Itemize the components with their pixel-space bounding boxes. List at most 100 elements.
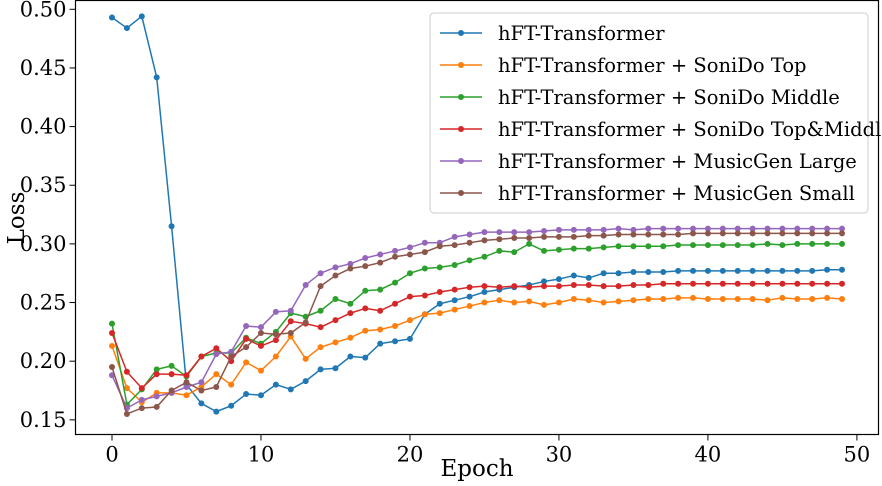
data-point (228, 353, 235, 360)
data-point (406, 293, 413, 300)
data-point (779, 242, 786, 249)
data-point (630, 243, 637, 250)
data-point (824, 280, 831, 287)
data-point (317, 307, 324, 314)
legend-marker (458, 62, 464, 68)
data-point (257, 324, 264, 331)
data-point (362, 327, 369, 334)
data-point (690, 294, 697, 301)
data-point (302, 319, 309, 326)
data-point (496, 247, 503, 254)
data-point (794, 267, 801, 274)
data-point (347, 260, 354, 267)
data-point (362, 254, 369, 261)
data-point (243, 323, 250, 329)
data-point (198, 379, 205, 386)
data-point (555, 233, 562, 240)
data-point (481, 299, 488, 306)
data-point (198, 387, 205, 394)
data-point (436, 288, 443, 295)
data-point (794, 240, 801, 247)
data-point (213, 371, 220, 378)
y-tick-label: 0.45 (20, 56, 67, 80)
data-point (734, 242, 741, 249)
legend-label: hFT-Transformer + MusicGen Large (498, 150, 857, 173)
data-point (377, 340, 384, 347)
data-point (660, 231, 667, 238)
data-point (570, 281, 577, 288)
data-point (809, 280, 816, 287)
data-point (362, 287, 369, 294)
data-point (809, 240, 816, 247)
data-point (362, 354, 369, 361)
data-point (213, 408, 220, 415)
data-point (526, 240, 533, 247)
data-point (153, 371, 160, 378)
y-tick-label: 0.25 (20, 291, 67, 315)
data-point (123, 25, 130, 32)
data-point (168, 387, 175, 394)
data-point (451, 233, 458, 240)
data-point (734, 280, 741, 287)
data-point (109, 330, 115, 337)
x-axis-label: Epoch (440, 456, 513, 482)
data-point (347, 353, 354, 360)
data-point (704, 280, 711, 287)
data-point (138, 385, 145, 392)
data-point (436, 300, 443, 307)
data-point (764, 280, 771, 287)
data-point (660, 296, 667, 303)
data-point (749, 230, 756, 237)
data-point (764, 230, 771, 237)
data-point (615, 243, 622, 250)
data-point (392, 338, 399, 345)
data-point (109, 364, 115, 371)
data-point (839, 240, 845, 247)
data-point (809, 267, 816, 274)
data-point (377, 251, 384, 258)
data-point (704, 296, 711, 303)
data-point (600, 283, 607, 290)
x-tick-label: 40 (695, 443, 722, 467)
data-point (109, 14, 115, 21)
data-point (615, 231, 622, 238)
legend-label: hFT-Transformer (498, 22, 665, 45)
series-6 (109, 230, 845, 417)
data-point (779, 280, 786, 287)
data-point (257, 342, 264, 349)
series-5 (109, 225, 845, 412)
data-point (645, 225, 652, 232)
data-point (839, 266, 845, 273)
data-point (272, 353, 279, 360)
data-point (704, 242, 711, 249)
data-point (615, 270, 622, 277)
data-point (660, 225, 667, 232)
data-point (719, 267, 726, 274)
data-point (555, 276, 562, 283)
data-point (213, 383, 220, 390)
data-point (630, 226, 637, 233)
data-point (198, 353, 205, 360)
data-point (496, 236, 503, 243)
data-point (630, 281, 637, 288)
x-tick-label: 0 (105, 443, 118, 467)
data-point (511, 283, 518, 290)
data-point (555, 299, 562, 306)
data-point (600, 232, 607, 239)
data-point (451, 262, 458, 269)
data-point (764, 267, 771, 274)
data-point (436, 264, 443, 271)
data-point (794, 296, 801, 303)
data-point (779, 294, 786, 301)
data-point (153, 403, 160, 410)
data-point (526, 298, 533, 305)
data-point (779, 267, 786, 274)
data-point (198, 400, 205, 407)
data-point (228, 402, 235, 409)
data-point (257, 392, 264, 399)
data-point (406, 335, 413, 342)
series-layer (109, 13, 845, 417)
data-point (451, 242, 458, 249)
data-point (332, 296, 339, 303)
